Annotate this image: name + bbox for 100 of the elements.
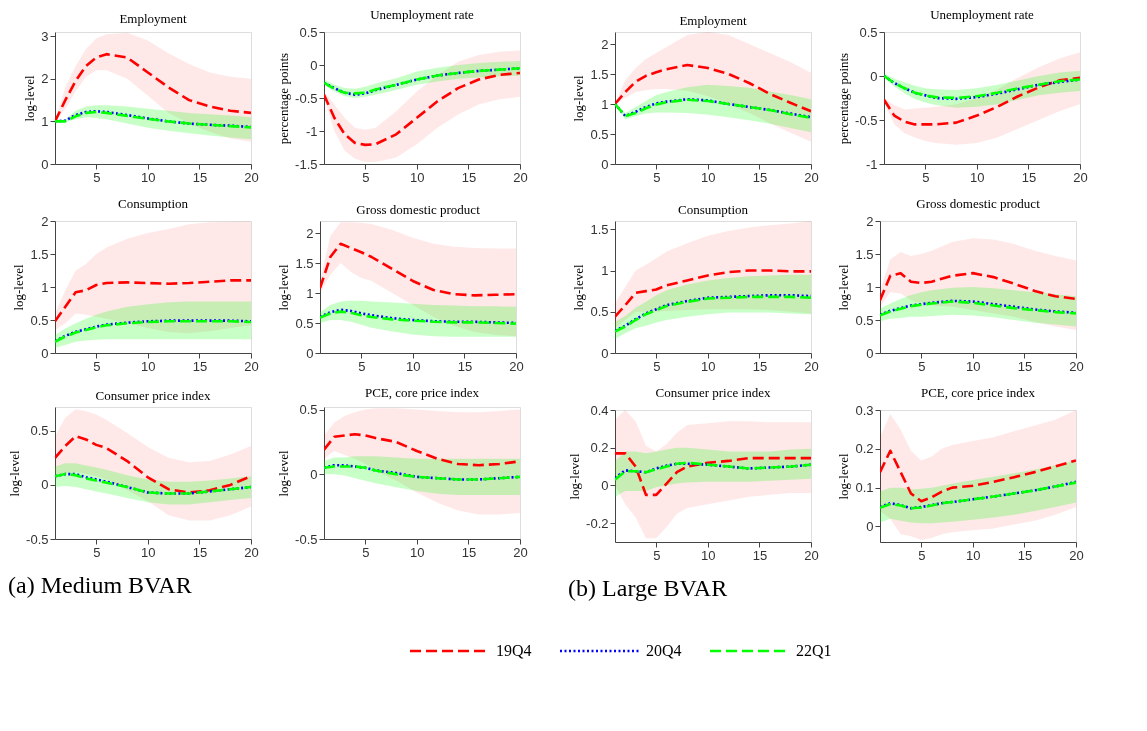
chart-title: Consumer price index <box>95 388 211 403</box>
line-series <box>55 472 251 495</box>
x-tick-label: 5 <box>93 358 101 374</box>
y-tick-label: -1 <box>305 123 318 139</box>
line-series <box>615 63 811 113</box>
y-tick-label: 1 <box>601 96 609 112</box>
x-tick-label: 10 <box>141 544 156 560</box>
chart-title: Consumption <box>677 202 749 217</box>
chart-title: PCE, core price index <box>920 385 1036 400</box>
x-tick-label: 20 <box>1069 547 1084 563</box>
x-tick-label: 15 <box>457 358 473 374</box>
y-axis-title: log-level <box>7 450 23 497</box>
y-tick-label: 0.5 <box>299 402 318 418</box>
y-tick-label: 0.1 <box>855 480 874 496</box>
x-tick-label: 5 <box>93 169 101 185</box>
y-tick-label: 0 <box>41 477 49 493</box>
y-tick-label: 0 <box>601 156 609 172</box>
y-tick-label: 0.5 <box>30 312 49 328</box>
line-series <box>55 279 251 323</box>
y-tick-label: 0 <box>41 156 49 172</box>
y-tick-label: 0.3 <box>855 402 874 418</box>
x-tick-label: 20 <box>1073 169 1088 185</box>
chart-title: Gross domestic product <box>356 202 481 217</box>
chart-title: Employment <box>119 11 187 27</box>
x-tick-label: 15 <box>192 544 208 560</box>
chart-title: Gross domestic product <box>916 196 1041 211</box>
y-tick-label: 0.5 <box>30 423 49 439</box>
line-series <box>884 76 1080 126</box>
y-tick-label: -1 <box>865 156 878 172</box>
x-tick-label: 5 <box>653 169 661 185</box>
x-tick-label: 5 <box>362 169 370 185</box>
legend-label: 22Q1 <box>796 642 832 659</box>
y-axis-title: log-level <box>571 264 587 311</box>
x-tick-label: 10 <box>966 547 981 563</box>
line-series <box>324 71 520 147</box>
x-tick-label: 15 <box>752 358 768 374</box>
legend-label: 19Q4 <box>496 642 532 659</box>
line-series <box>55 52 251 123</box>
x-tick-label: 20 <box>244 358 259 374</box>
y-tick-label: 0.5 <box>590 304 609 320</box>
x-tick-label: 20 <box>509 358 524 374</box>
x-tick-label: 20 <box>513 544 528 560</box>
y-tick-label: 0.5 <box>859 24 878 40</box>
x-tick-label: 15 <box>1021 169 1037 185</box>
legend-label: 20Q4 <box>646 642 682 659</box>
y-tick-label: 1.5 <box>30 246 49 262</box>
x-tick-label: 10 <box>701 169 716 185</box>
y-tick-label: 0.2 <box>590 440 609 456</box>
y-axis-title: log-level <box>11 264 27 311</box>
x-tick-label: 20 <box>1069 358 1084 374</box>
y-tick-label: 1 <box>41 113 49 129</box>
y-tick-label: 0.5 <box>295 315 314 331</box>
y-tick-label: 2 <box>601 36 609 52</box>
y-tick-label: 0 <box>310 57 318 73</box>
y-axis-title: log-level <box>276 264 292 311</box>
y-tick-label: 1 <box>41 279 49 295</box>
x-tick-label: 15 <box>461 544 477 560</box>
x-tick-label: 15 <box>461 169 477 185</box>
x-tick-label: 20 <box>804 169 819 185</box>
x-tick-label: 5 <box>918 358 926 374</box>
y-tick-label: -0.2 <box>586 515 609 531</box>
y-tick-label: 2 <box>306 225 314 241</box>
x-tick-label: 15 <box>1017 358 1033 374</box>
y-tick-label: 0 <box>306 345 314 361</box>
y-tick-label: 1.5 <box>295 255 314 271</box>
chart-title: Consumption <box>117 196 189 211</box>
line-series <box>880 449 1076 503</box>
y-tick-label: 2 <box>866 213 874 229</box>
y-tick-label: 1 <box>866 279 874 295</box>
x-tick-label: 10 <box>701 547 716 563</box>
y-tick-label: 1.5 <box>855 246 874 262</box>
text: (a) Medium BVAR <box>8 571 192 598</box>
y-tick-label: 0 <box>601 477 609 493</box>
x-tick-label: 15 <box>192 169 208 185</box>
y-axis-title: percentage points <box>836 52 852 145</box>
y-tick-label: 0.5 <box>590 126 609 142</box>
x-tick-label: 20 <box>513 169 528 185</box>
x-tick-label: 10 <box>701 358 716 374</box>
x-tick-label: 5 <box>922 169 930 185</box>
y-axis-title: log-level <box>567 453 583 500</box>
line-series <box>615 269 811 318</box>
x-tick-label: 10 <box>966 358 981 374</box>
x-tick-label: 15 <box>752 169 768 185</box>
x-tick-label: 20 <box>244 169 259 185</box>
line-series <box>55 109 251 129</box>
line-series <box>880 271 1076 302</box>
y-tick-label: -0.5 <box>26 531 49 547</box>
line-series <box>55 434 251 494</box>
text: (b) Large BVAR <box>568 574 728 601</box>
x-tick-label: 10 <box>410 544 425 560</box>
y-tick-label: -1.5 <box>295 156 318 172</box>
chart-title: Consumer price index <box>655 385 771 400</box>
x-tick-label: 15 <box>1017 547 1033 563</box>
y-tick-label: 2 <box>41 213 49 229</box>
y-tick-label: 2 <box>41 71 49 87</box>
y-tick-label: 0 <box>41 345 49 361</box>
y-axis-title: log-level <box>836 264 852 311</box>
y-tick-label: -0.5 <box>295 90 318 106</box>
line-series <box>320 242 516 297</box>
y-tick-label: 0 <box>601 345 609 361</box>
